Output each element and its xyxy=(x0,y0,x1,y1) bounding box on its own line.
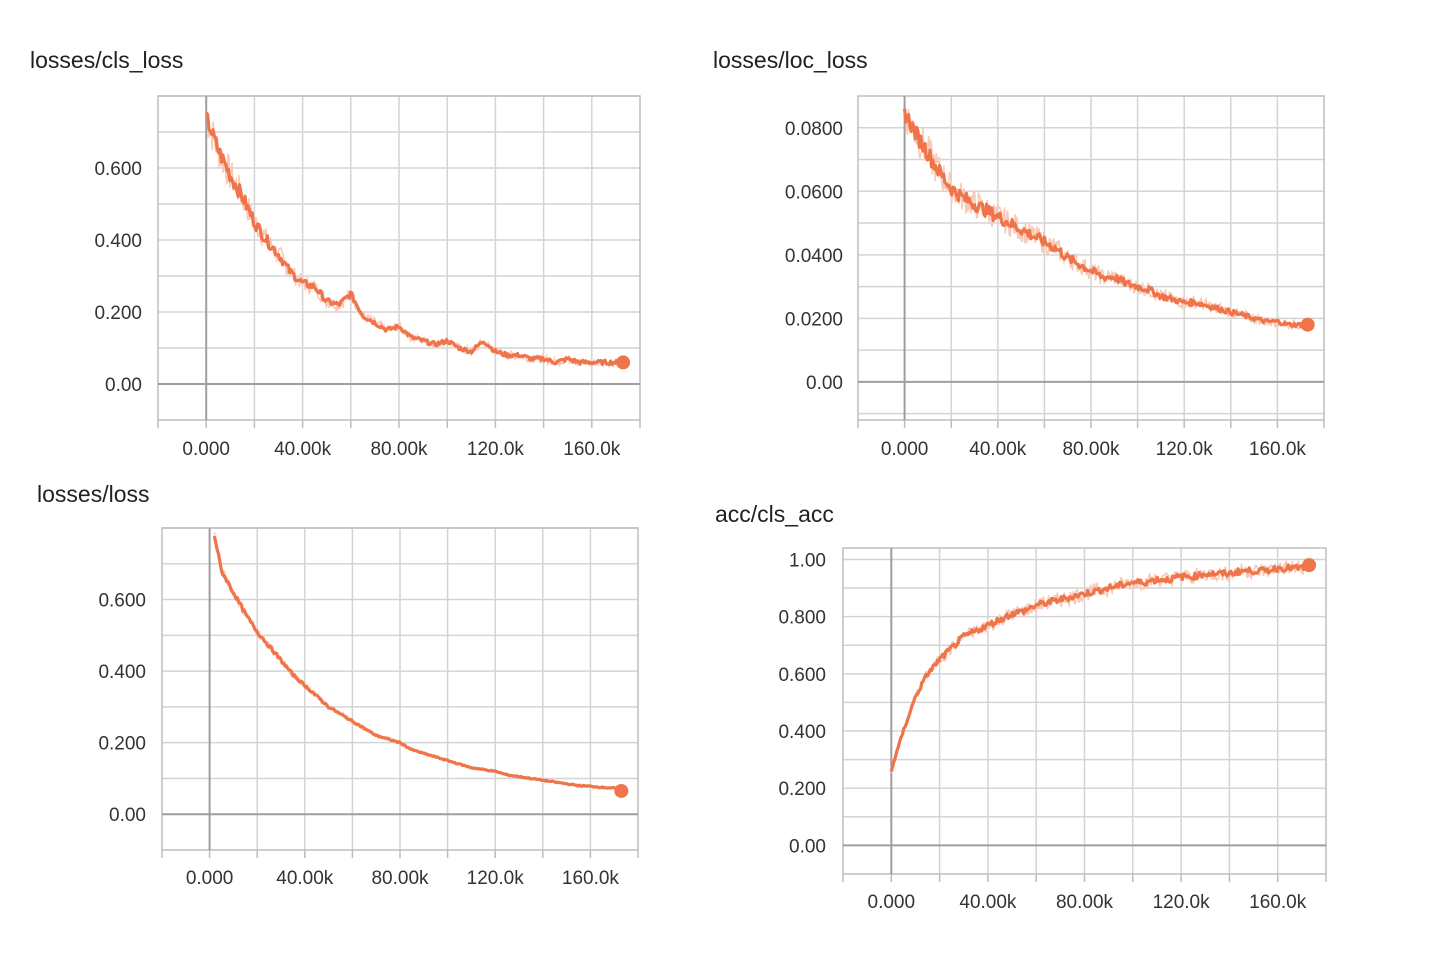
x-tick-label: 0.000 xyxy=(182,439,230,460)
x-tick-label: 120.0k xyxy=(1153,892,1211,913)
series-endpoint[interactable] xyxy=(1302,558,1317,573)
y-tick-label: 0.200 xyxy=(778,779,826,800)
x-tick-label: 120.0k xyxy=(467,439,525,460)
y-tick-label: 0.600 xyxy=(94,159,142,180)
y-tick-label: 0.0800 xyxy=(785,119,843,140)
x-tick-label: 0.000 xyxy=(186,868,234,889)
x-tick-label: 40.00k xyxy=(959,892,1017,913)
y-tick-label: 0.0400 xyxy=(785,246,843,267)
y-tick-label: 0.00 xyxy=(789,836,826,857)
x-tick-label: 160.0k xyxy=(562,868,620,889)
series-endpoint[interactable] xyxy=(616,355,631,370)
x-tick-label: 80.00k xyxy=(1062,439,1120,460)
y-tick-label: 0.200 xyxy=(98,734,146,755)
chart-title: acc/cls_acc xyxy=(715,501,834,527)
series-endpoint[interactable] xyxy=(1300,317,1315,332)
y-tick-label: 0.00 xyxy=(806,373,843,394)
x-tick-label: 160.0k xyxy=(1249,439,1307,460)
x-tick-label: 40.00k xyxy=(969,439,1027,460)
x-tick-label: 40.00k xyxy=(274,439,332,460)
chart-loc-loss: losses/loc_loss 0.000 40.00k 80.00k 120.0k 16… xyxy=(713,47,1325,460)
series-endpoint[interactable] xyxy=(614,783,629,798)
x-tick-label: 80.00k xyxy=(370,439,428,460)
y-tick-label: 0.400 xyxy=(778,722,826,743)
x-tick-label: 160.0k xyxy=(563,439,621,460)
x-tick-label: 80.00k xyxy=(371,868,429,889)
chart-title: losses/loc_loss xyxy=(713,47,868,73)
y-tick-label: 0.00 xyxy=(109,805,146,826)
x-tick-label: 80.00k xyxy=(1056,892,1114,913)
series-smoothed-line xyxy=(889,562,1311,773)
series-smoothed-line xyxy=(212,535,623,793)
chart-cls-acc: acc/cls_acc 0.000 40.00k 80.00k 120.0k 160.0k… xyxy=(715,501,1327,913)
series-smoothed-line xyxy=(204,111,625,367)
y-tick-label: 0.600 xyxy=(778,665,826,686)
y-tick-label: 0.800 xyxy=(778,608,826,629)
y-tick-label: 0.00 xyxy=(105,375,142,396)
chart-cls-loss: losses/cls_loss 0.000 40.00k 80.00k 120.0k 16… xyxy=(30,47,641,460)
chart-title: losses/loss xyxy=(37,481,149,507)
grid xyxy=(843,548,1326,874)
y-tick-label: 0.600 xyxy=(98,591,146,612)
y-tick-label: 0.200 xyxy=(94,303,142,324)
x-tick-label: 0.000 xyxy=(881,439,929,460)
x-tick-label: 120.0k xyxy=(1156,439,1214,460)
y-tick-label: 0.0200 xyxy=(785,309,843,330)
x-tick-label: 0.000 xyxy=(868,892,916,913)
y-tick-label: 0.0600 xyxy=(785,182,843,203)
chart-title: losses/cls_loss xyxy=(30,47,183,73)
y-tick-label: 0.400 xyxy=(94,231,142,252)
grid xyxy=(858,96,1324,420)
y-tick-label: 1.00 xyxy=(789,550,826,571)
x-tick-label: 120.0k xyxy=(467,868,525,889)
series-raw-line xyxy=(903,108,1309,331)
x-tick-label: 160.0k xyxy=(1249,892,1307,913)
x-tick-label: 40.00k xyxy=(276,868,334,889)
grid xyxy=(162,527,638,850)
chart-total-loss: losses/loss 0.000 40.00k 80.00k 120.0k 160.0k… xyxy=(37,481,639,889)
y-tick-label: 0.400 xyxy=(98,662,146,683)
series-smoothed-line xyxy=(903,108,1309,329)
grid xyxy=(158,95,640,420)
